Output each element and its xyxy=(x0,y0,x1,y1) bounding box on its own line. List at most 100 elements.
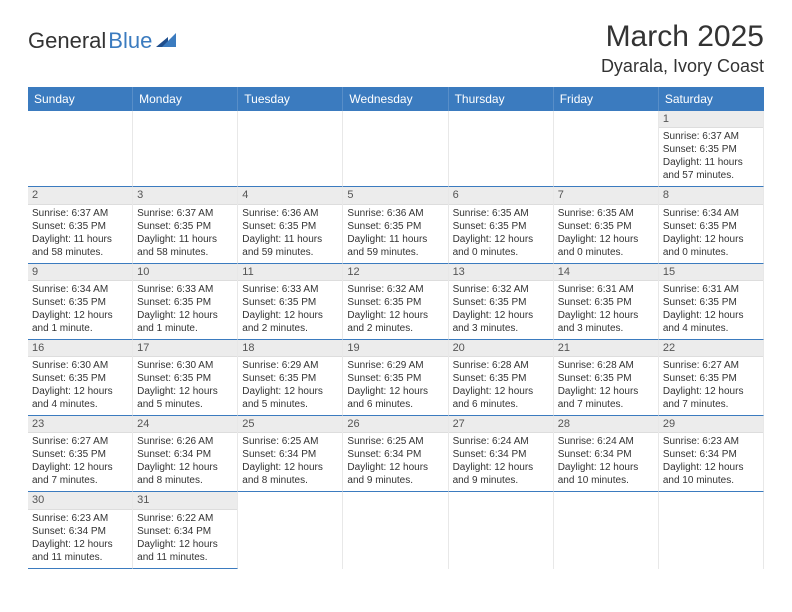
daylight-text: Daylight: 12 hours and 7 minutes. xyxy=(663,385,759,411)
day-cell: 2Sunrise: 6:37 AMSunset: 6:35 PMDaylight… xyxy=(28,187,133,263)
daylight-text: Daylight: 12 hours and 0 minutes. xyxy=(453,233,549,259)
day-cell: 14Sunrise: 6:31 AMSunset: 6:35 PMDayligh… xyxy=(554,264,659,340)
sunrise-text: Sunrise: 6:29 AM xyxy=(242,359,338,372)
weekday-header: Saturday xyxy=(659,87,764,111)
day-cell: 13Sunrise: 6:32 AMSunset: 6:35 PMDayligh… xyxy=(449,264,554,340)
sunset-text: Sunset: 6:34 PM xyxy=(32,525,128,538)
day-content: Sunrise: 6:37 AMSunset: 6:35 PMDaylight:… xyxy=(659,128,763,186)
day-cell: 10Sunrise: 6:33 AMSunset: 6:35 PMDayligh… xyxy=(133,264,238,340)
sunrise-text: Sunrise: 6:28 AM xyxy=(453,359,549,372)
day-cell: 21Sunrise: 6:28 AMSunset: 6:35 PMDayligh… xyxy=(554,340,659,416)
empty-day-cell xyxy=(343,492,448,568)
title-block: March 2025 Dyarala, Ivory Coast xyxy=(601,20,764,77)
day-cell: 1Sunrise: 6:37 AMSunset: 6:35 PMDaylight… xyxy=(659,111,764,187)
day-cell: 31Sunrise: 6:22 AMSunset: 6:34 PMDayligh… xyxy=(133,492,238,568)
day-cell: 4Sunrise: 6:36 AMSunset: 6:35 PMDaylight… xyxy=(238,187,343,263)
day-content: Sunrise: 6:27 AMSunset: 6:35 PMDaylight:… xyxy=(659,357,763,415)
day-cell: 24Sunrise: 6:26 AMSunset: 6:34 PMDayligh… xyxy=(133,416,238,492)
day-content: Sunrise: 6:35 AMSunset: 6:35 PMDaylight:… xyxy=(554,205,658,263)
daylight-text: Daylight: 12 hours and 2 minutes. xyxy=(242,309,338,335)
logo-text-2: Blue xyxy=(108,28,152,54)
day-cell: 8Sunrise: 6:34 AMSunset: 6:35 PMDaylight… xyxy=(659,187,764,263)
day-cell: 20Sunrise: 6:28 AMSunset: 6:35 PMDayligh… xyxy=(449,340,554,416)
sunset-text: Sunset: 6:35 PM xyxy=(453,296,549,309)
day-number: 29 xyxy=(659,416,763,433)
day-number: 2 xyxy=(28,187,132,204)
day-number: 8 xyxy=(659,187,763,204)
daylight-text: Daylight: 12 hours and 11 minutes. xyxy=(32,538,128,564)
sunset-text: Sunset: 6:35 PM xyxy=(32,296,128,309)
sunrise-text: Sunrise: 6:24 AM xyxy=(558,435,654,448)
day-cell: 9Sunrise: 6:34 AMSunset: 6:35 PMDaylight… xyxy=(28,264,133,340)
sunrise-text: Sunrise: 6:36 AM xyxy=(242,207,338,220)
day-cell: 16Sunrise: 6:30 AMSunset: 6:35 PMDayligh… xyxy=(28,340,133,416)
empty-day-cell xyxy=(449,111,554,187)
day-content: Sunrise: 6:24 AMSunset: 6:34 PMDaylight:… xyxy=(449,433,553,491)
day-cell: 22Sunrise: 6:27 AMSunset: 6:35 PMDayligh… xyxy=(659,340,764,416)
daylight-text: Daylight: 11 hours and 57 minutes. xyxy=(663,156,759,182)
flag-icon xyxy=(156,27,176,43)
day-content: Sunrise: 6:22 AMSunset: 6:34 PMDaylight:… xyxy=(133,510,237,568)
day-number: 17 xyxy=(133,340,237,357)
day-content: Sunrise: 6:33 AMSunset: 6:35 PMDaylight:… xyxy=(133,281,237,339)
daylight-text: Daylight: 12 hours and 5 minutes. xyxy=(137,385,233,411)
logo-text-1: General xyxy=(28,28,106,54)
day-content: Sunrise: 6:28 AMSunset: 6:35 PMDaylight:… xyxy=(449,357,553,415)
day-cell: 6Sunrise: 6:35 AMSunset: 6:35 PMDaylight… xyxy=(449,187,554,263)
sunrise-text: Sunrise: 6:23 AM xyxy=(32,512,128,525)
sunset-text: Sunset: 6:35 PM xyxy=(137,220,233,233)
day-number: 28 xyxy=(554,416,658,433)
sunrise-text: Sunrise: 6:27 AM xyxy=(663,359,759,372)
daylight-text: Daylight: 12 hours and 0 minutes. xyxy=(663,233,759,259)
sunrise-text: Sunrise: 6:30 AM xyxy=(137,359,233,372)
sunset-text: Sunset: 6:35 PM xyxy=(663,372,759,385)
day-cell: 29Sunrise: 6:23 AMSunset: 6:34 PMDayligh… xyxy=(659,416,764,492)
day-cell: 3Sunrise: 6:37 AMSunset: 6:35 PMDaylight… xyxy=(133,187,238,263)
sunset-text: Sunset: 6:34 PM xyxy=(242,448,338,461)
day-cell: 25Sunrise: 6:25 AMSunset: 6:34 PMDayligh… xyxy=(238,416,343,492)
sunset-text: Sunset: 6:34 PM xyxy=(137,525,233,538)
day-content: Sunrise: 6:33 AMSunset: 6:35 PMDaylight:… xyxy=(238,281,342,339)
sunrise-text: Sunrise: 6:27 AM xyxy=(32,435,128,448)
sunset-text: Sunset: 6:35 PM xyxy=(558,220,654,233)
day-content: Sunrise: 6:29 AMSunset: 6:35 PMDaylight:… xyxy=(238,357,342,415)
day-cell: 5Sunrise: 6:36 AMSunset: 6:35 PMDaylight… xyxy=(343,187,448,263)
daylight-text: Daylight: 12 hours and 8 minutes. xyxy=(242,461,338,487)
sunset-text: Sunset: 6:35 PM xyxy=(137,372,233,385)
sunrise-text: Sunrise: 6:37 AM xyxy=(663,130,759,143)
sunset-text: Sunset: 6:34 PM xyxy=(663,448,759,461)
sunset-text: Sunset: 6:35 PM xyxy=(242,296,338,309)
day-number: 11 xyxy=(238,264,342,281)
day-number: 22 xyxy=(659,340,763,357)
daylight-text: Daylight: 12 hours and 6 minutes. xyxy=(453,385,549,411)
day-cell: 28Sunrise: 6:24 AMSunset: 6:34 PMDayligh… xyxy=(554,416,659,492)
daylight-text: Daylight: 12 hours and 4 minutes. xyxy=(32,385,128,411)
calendar-page: GeneralBlue March 2025 Dyarala, Ivory Co… xyxy=(0,0,792,579)
day-number: 3 xyxy=(133,187,237,204)
day-cell: 11Sunrise: 6:33 AMSunset: 6:35 PMDayligh… xyxy=(238,264,343,340)
daylight-text: Daylight: 12 hours and 6 minutes. xyxy=(347,385,443,411)
daylight-text: Daylight: 12 hours and 10 minutes. xyxy=(663,461,759,487)
day-cell: 26Sunrise: 6:25 AMSunset: 6:34 PMDayligh… xyxy=(343,416,448,492)
daylight-text: Daylight: 12 hours and 2 minutes. xyxy=(347,309,443,335)
day-content: Sunrise: 6:23 AMSunset: 6:34 PMDaylight:… xyxy=(659,433,763,491)
day-content: Sunrise: 6:31 AMSunset: 6:35 PMDaylight:… xyxy=(659,281,763,339)
weekday-header: Wednesday xyxy=(343,87,448,111)
daylight-text: Daylight: 12 hours and 9 minutes. xyxy=(453,461,549,487)
day-content: Sunrise: 6:31 AMSunset: 6:35 PMDaylight:… xyxy=(554,281,658,339)
day-content: Sunrise: 6:37 AMSunset: 6:35 PMDaylight:… xyxy=(28,205,132,263)
daylight-text: Daylight: 12 hours and 11 minutes. xyxy=(137,538,233,564)
day-cell: 15Sunrise: 6:31 AMSunset: 6:35 PMDayligh… xyxy=(659,264,764,340)
empty-day-cell xyxy=(238,492,343,568)
sunset-text: Sunset: 6:35 PM xyxy=(663,220,759,233)
sunrise-text: Sunrise: 6:33 AM xyxy=(242,283,338,296)
daylight-text: Daylight: 12 hours and 3 minutes. xyxy=(453,309,549,335)
weekday-header: Monday xyxy=(133,87,238,111)
sunset-text: Sunset: 6:34 PM xyxy=(453,448,549,461)
day-cell: 23Sunrise: 6:27 AMSunset: 6:35 PMDayligh… xyxy=(28,416,133,492)
sunrise-text: Sunrise: 6:29 AM xyxy=(347,359,443,372)
day-cell: 27Sunrise: 6:24 AMSunset: 6:34 PMDayligh… xyxy=(449,416,554,492)
day-content: Sunrise: 6:24 AMSunset: 6:34 PMDaylight:… xyxy=(554,433,658,491)
sunset-text: Sunset: 6:35 PM xyxy=(453,220,549,233)
sunrise-text: Sunrise: 6:30 AM xyxy=(32,359,128,372)
